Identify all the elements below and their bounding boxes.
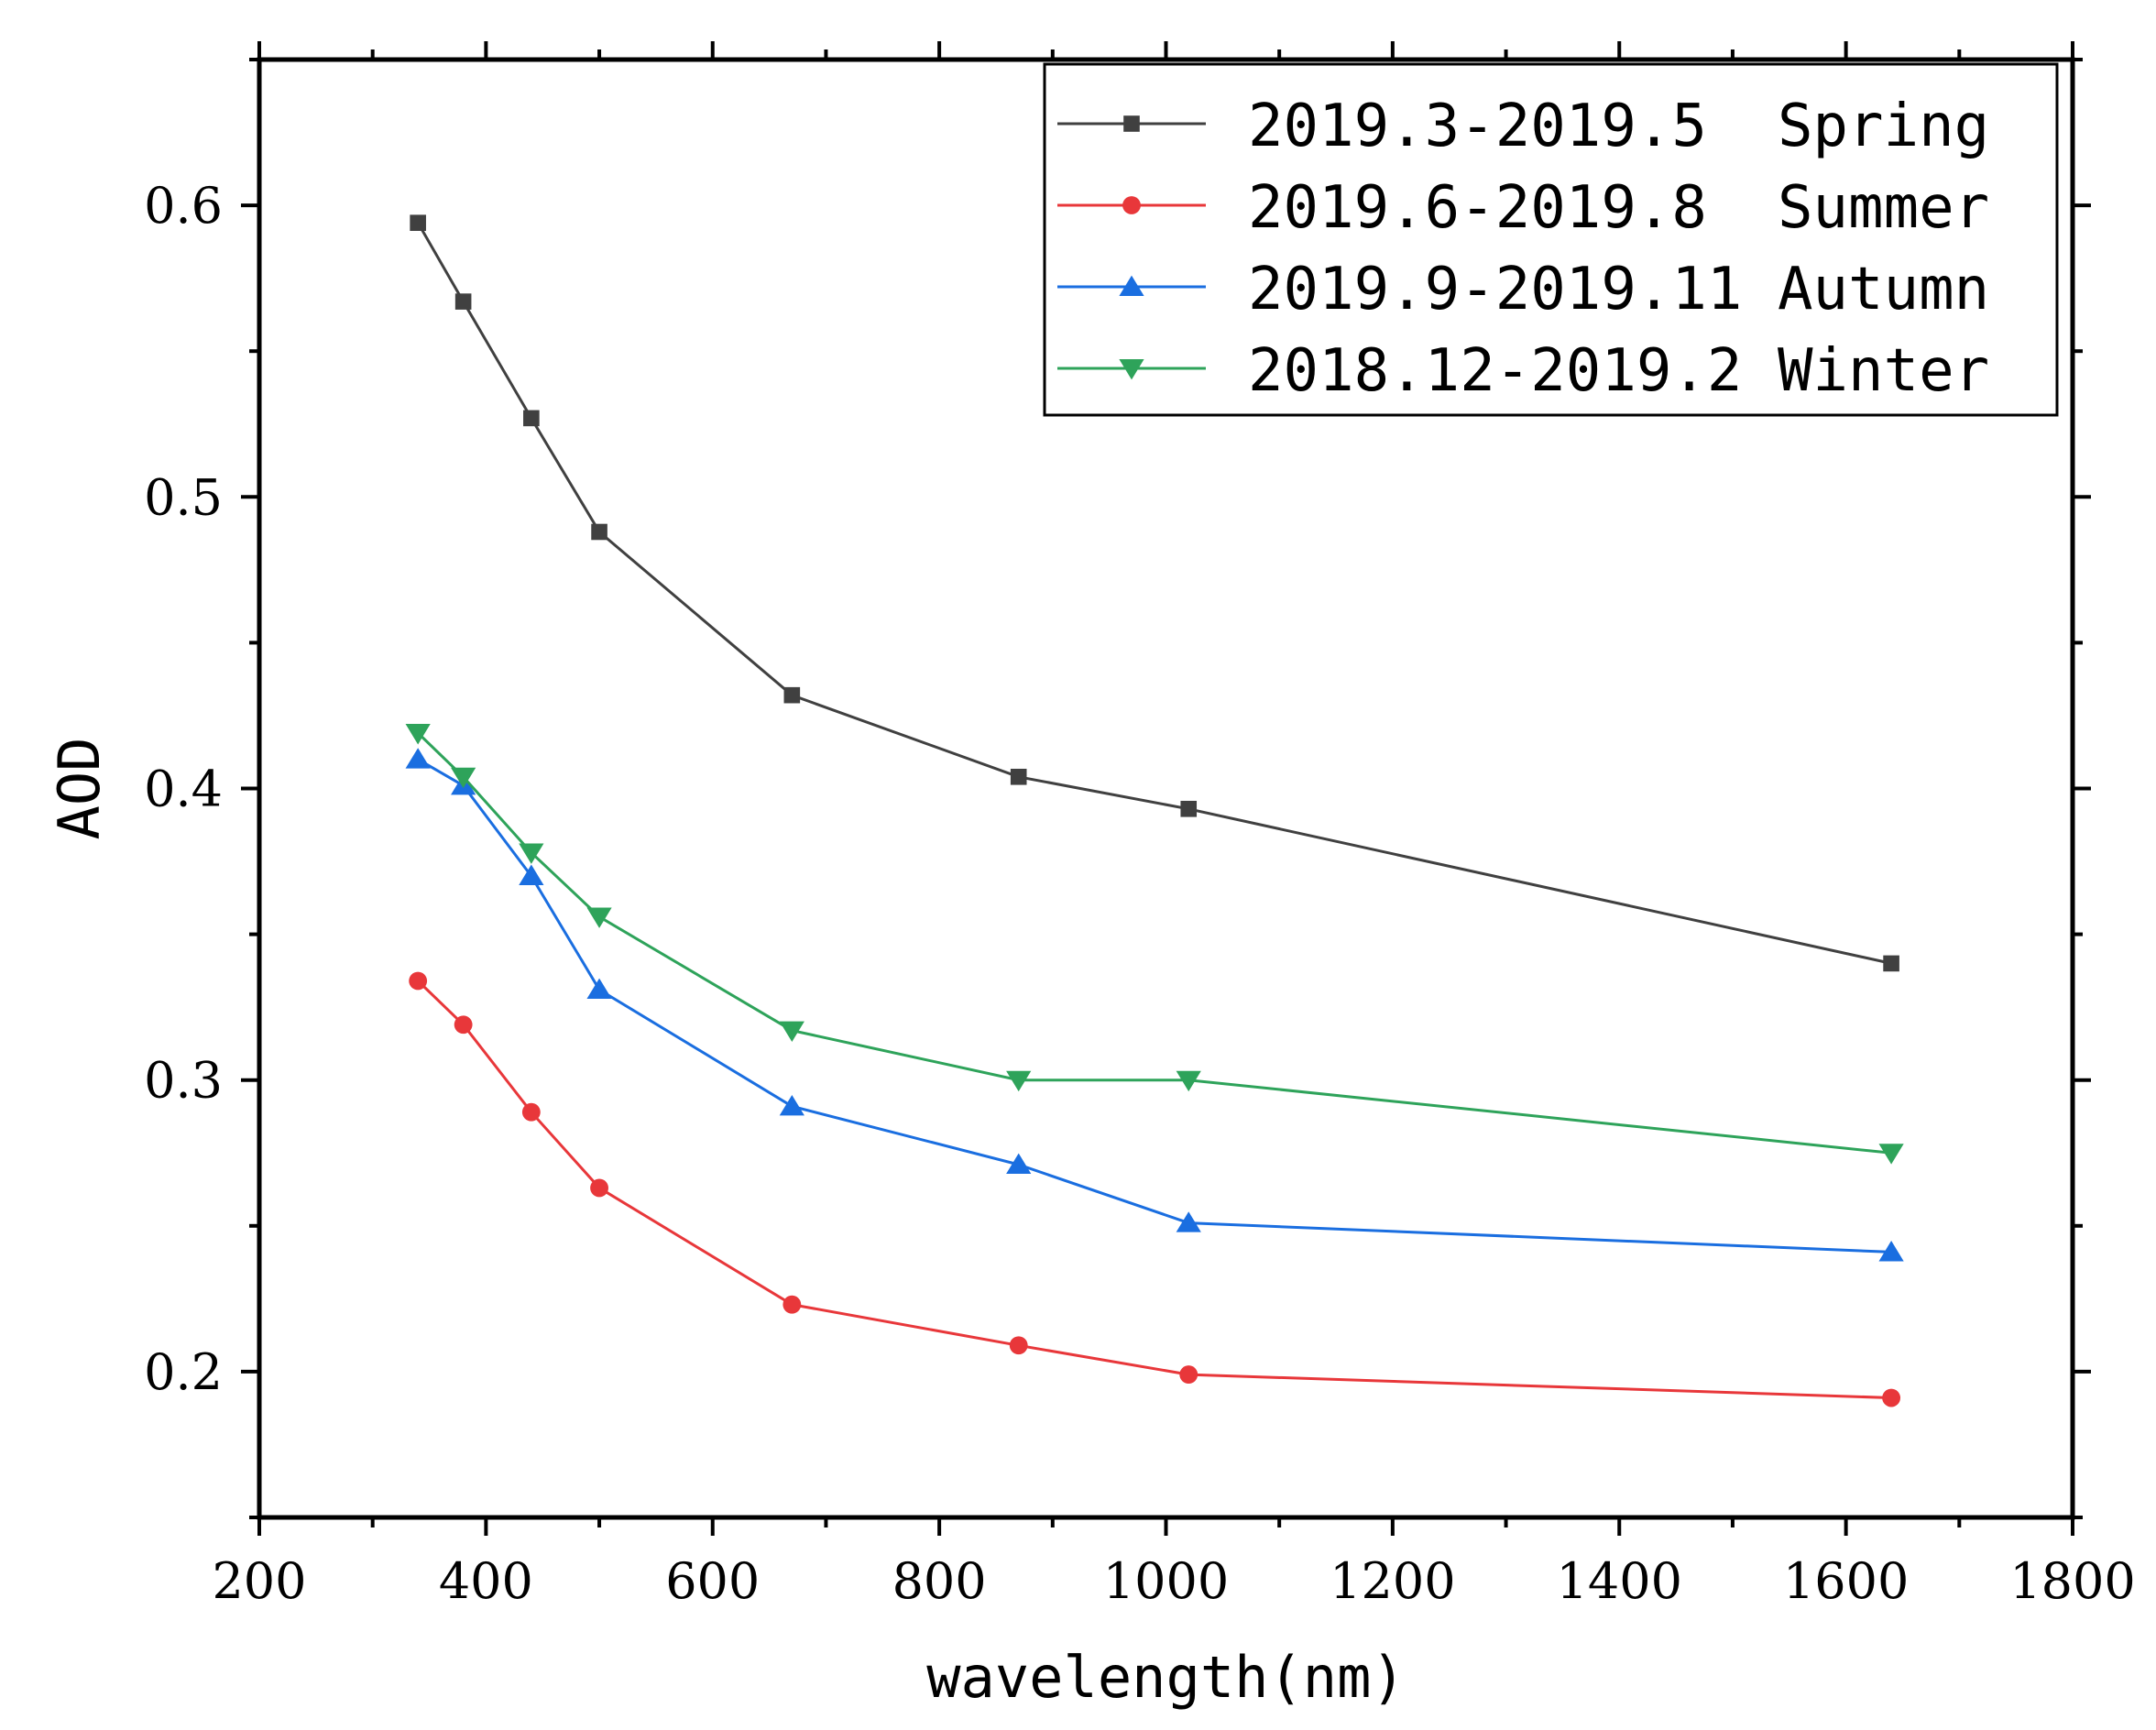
x-tick-label: 200	[212, 1552, 306, 1610]
legend-marker	[1119, 275, 1144, 296]
legend-marker	[1123, 115, 1140, 132]
legend-label: 2019.9-2019.11 Autumn	[1248, 256, 1989, 323]
legend-label: 2019.3-2019.5 Spring	[1248, 93, 1989, 160]
data-point-spring	[591, 523, 607, 541]
series-summer	[409, 971, 1901, 1407]
series-spring	[410, 214, 1899, 972]
data-point-summer	[590, 1178, 608, 1198]
legend-marker	[1119, 359, 1144, 380]
data-point-summer	[783, 1295, 802, 1314]
legend-item-spring: 2019.3-2019.5 Spring	[1057, 93, 1989, 160]
legend-label: 2019.6-2019.8 Summer	[1248, 174, 1989, 242]
x-tick-label: 1400	[1557, 1552, 1682, 1610]
x-tick-label: 1200	[1330, 1552, 1455, 1610]
data-point-autumn	[405, 748, 431, 769]
x-tick-label: 1800	[2009, 1552, 2135, 1610]
series-line-summer	[417, 980, 1892, 1399]
data-point-autumn	[519, 864, 544, 885]
data-point-summer	[454, 1015, 473, 1035]
x-tick-label: 800	[892, 1552, 987, 1610]
y-axis-title: AOD	[46, 738, 113, 840]
legend-item-winter: 2018.12-2019.2 Winter	[1057, 337, 1989, 405]
data-point-summer	[1179, 1365, 1198, 1385]
data-point-spring	[1883, 955, 1899, 972]
data-point-winter	[1006, 1070, 1032, 1092]
y-tick-label: 0.4	[144, 761, 223, 818]
legend-box	[1043, 62, 2059, 417]
data-point-winter	[1176, 1070, 1201, 1092]
data-point-summer	[1882, 1388, 1901, 1407]
x-tick-label: 1600	[1783, 1552, 1909, 1610]
data-point-summer	[521, 1102, 541, 1122]
data-point-summer	[1009, 1336, 1028, 1355]
data-point-autumn	[779, 1094, 804, 1116]
data-point-winter	[451, 767, 476, 789]
x-tick-label: 600	[665, 1552, 760, 1610]
data-point-winter	[405, 724, 431, 745]
legend-label: 2018.12-2019.2 Winter	[1248, 337, 1989, 405]
y-tick-label: 0.5	[144, 468, 223, 526]
data-point-winter	[1878, 1144, 1904, 1165]
data-point-spring	[1010, 768, 1027, 785]
data-point-spring	[783, 686, 801, 704]
data-point-spring	[1180, 800, 1198, 817]
y-tick-label: 0.3	[144, 1052, 223, 1110]
series-winter	[405, 724, 1904, 1165]
data-point-summer	[409, 971, 428, 991]
data-point-spring	[454, 293, 472, 310]
series-line-autumn	[417, 758, 1892, 1254]
legend-marker	[1122, 196, 1141, 214]
data-point-winter	[779, 1021, 804, 1043]
series-line-winter	[417, 731, 1892, 1155]
data-point-winter	[519, 843, 544, 864]
data-point-autumn	[586, 978, 612, 1000]
series-autumn	[405, 748, 1904, 1262]
series-line-spring	[416, 222, 1892, 965]
data-point-spring	[523, 410, 540, 427]
legend: 2019.3-2019.5 Spring 2019.6-2019.8 Summer…	[1043, 62, 2059, 417]
data-point-spring	[410, 214, 426, 231]
legend-item-summer: 2019.6-2019.8 Summer	[1057, 174, 1989, 242]
x-axis-title: wavelength(nm)	[926, 1644, 1406, 1711]
data-point-autumn	[1176, 1211, 1201, 1232]
x-tick-label: 1000	[1103, 1552, 1229, 1610]
y-tick-label: 0.6	[144, 177, 223, 235]
data-point-autumn	[1006, 1153, 1032, 1174]
y-tick-label: 0.2	[144, 1343, 223, 1401]
data-point-autumn	[1878, 1241, 1904, 1262]
legend-item-autumn: 2019.9-2019.11 Autumn	[1057, 256, 1989, 323]
x-tick-label: 400	[439, 1552, 533, 1610]
data-point-winter	[586, 907, 612, 928]
